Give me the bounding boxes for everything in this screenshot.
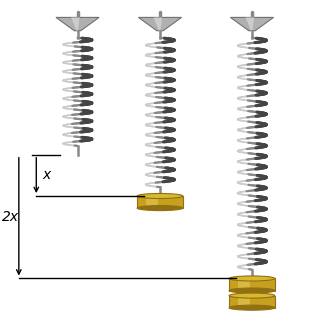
Bar xyxy=(238,296,250,308)
Polygon shape xyxy=(139,17,181,31)
Polygon shape xyxy=(71,17,80,31)
Bar xyxy=(137,196,183,208)
Polygon shape xyxy=(230,17,274,31)
Text: 2x: 2x xyxy=(2,209,19,224)
Ellipse shape xyxy=(137,205,183,210)
Bar xyxy=(229,278,275,290)
Ellipse shape xyxy=(229,288,275,293)
Bar xyxy=(146,196,158,208)
Polygon shape xyxy=(154,17,162,31)
Polygon shape xyxy=(56,17,99,31)
Bar xyxy=(238,278,250,290)
Ellipse shape xyxy=(229,276,275,281)
Ellipse shape xyxy=(229,293,275,298)
Ellipse shape xyxy=(137,193,183,198)
Bar xyxy=(229,296,275,308)
Ellipse shape xyxy=(229,305,275,310)
Text: x: x xyxy=(42,168,50,182)
Polygon shape xyxy=(245,17,254,31)
